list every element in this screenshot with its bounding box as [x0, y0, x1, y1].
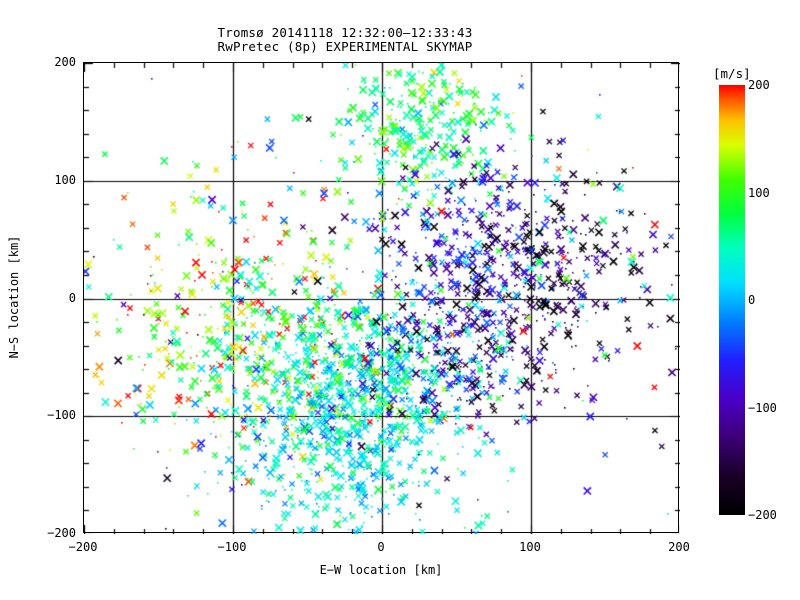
y-tick-label: 0 — [68, 290, 76, 305]
title-line-2: RwPretec (8p) EXPERIMENTAL SKYMAP — [217, 39, 473, 54]
colorbar-gradient — [719, 85, 745, 515]
x-axis-title: E−W location [km] — [319, 563, 443, 577]
title-line-1: Tromsø 20141118 12:32:00‒12:33:43 — [217, 25, 473, 40]
x-tick-label: 200 — [668, 540, 690, 554]
colorbar-tick-label: 0 — [748, 293, 756, 307]
y-tick-label: 200 — [54, 55, 76, 69]
y-tick-label: −200 — [47, 526, 76, 540]
x-tick-label: 100 — [519, 540, 541, 554]
y-tick-label: 100 — [54, 172, 76, 187]
y-axis-title: N−S location [km] — [7, 235, 21, 359]
y-tick-label: −100 — [47, 408, 76, 423]
plot-area — [83, 62, 680, 534]
x-tick-label: −100 — [217, 540, 247, 554]
colorbar — [719, 85, 745, 515]
colorbar-tick-label: 100 — [748, 185, 770, 200]
figure-title: Tromsø 20141118 12:32:00‒12:33:43 RwPret… — [0, 26, 690, 54]
colorbar-unit-label: [m/s] — [713, 66, 751, 81]
scatter-plot-canvas — [84, 63, 680, 534]
colorbar-tick-label: 200 — [748, 78, 770, 92]
colorbar-tick-label: −100 — [748, 400, 777, 415]
x-tick-label: −200 — [68, 540, 98, 554]
colorbar-tick-label: −200 — [748, 508, 777, 522]
x-tick-label: 0 — [377, 540, 385, 554]
